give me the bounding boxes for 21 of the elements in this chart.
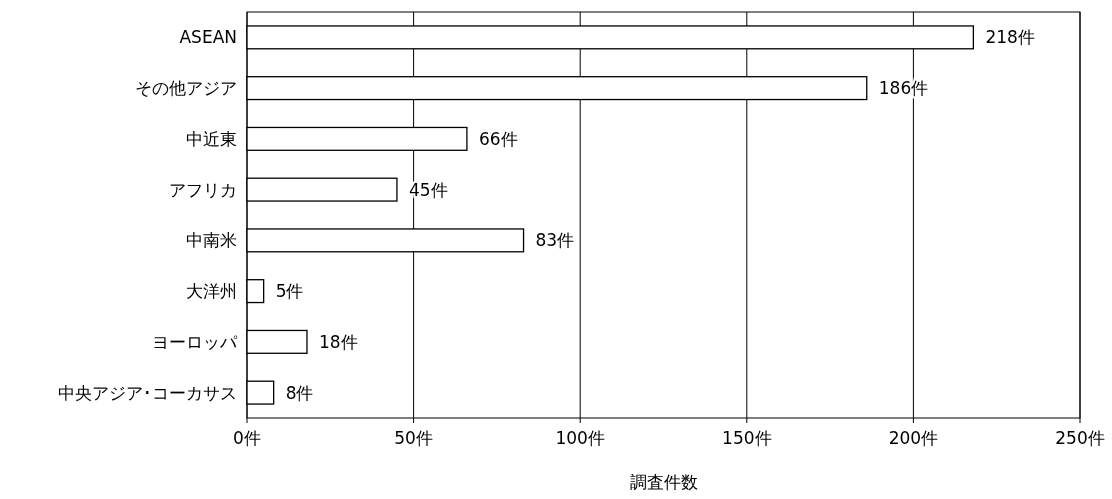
y-tick-label: ASEAN <box>179 27 237 48</box>
x-tick-label: 250件 <box>1055 428 1105 448</box>
data-label: 66件 <box>478 128 518 149</box>
data-label: 18件 <box>318 331 358 352</box>
y-tick-label: 中近東 <box>186 128 237 149</box>
x-tick-label: 150件 <box>722 428 772 448</box>
x-axis-title: 調査件数 <box>629 472 698 492</box>
y-tick-label: 中南米 <box>186 230 237 251</box>
y-tick-label: その他アジア <box>135 78 237 99</box>
x-tick-label: 50件 <box>394 428 433 448</box>
data-label: 218件 <box>985 27 1035 48</box>
y-tick-label: 中央アジア･コーカサス <box>58 382 237 403</box>
data-label: 83件 <box>535 230 575 251</box>
y-tick-label: ヨーロッパ <box>152 331 238 352</box>
y-tick-label: アフリカ <box>169 179 237 200</box>
x-tick-label: 100件 <box>555 428 605 448</box>
x-tick-label: 200件 <box>888 428 939 448</box>
data-label: 8件 <box>285 382 314 403</box>
x-tick-label: 0件 <box>233 428 261 448</box>
y-tick-label: 大洋州 <box>186 281 237 302</box>
data-label: 5件 <box>275 281 304 302</box>
